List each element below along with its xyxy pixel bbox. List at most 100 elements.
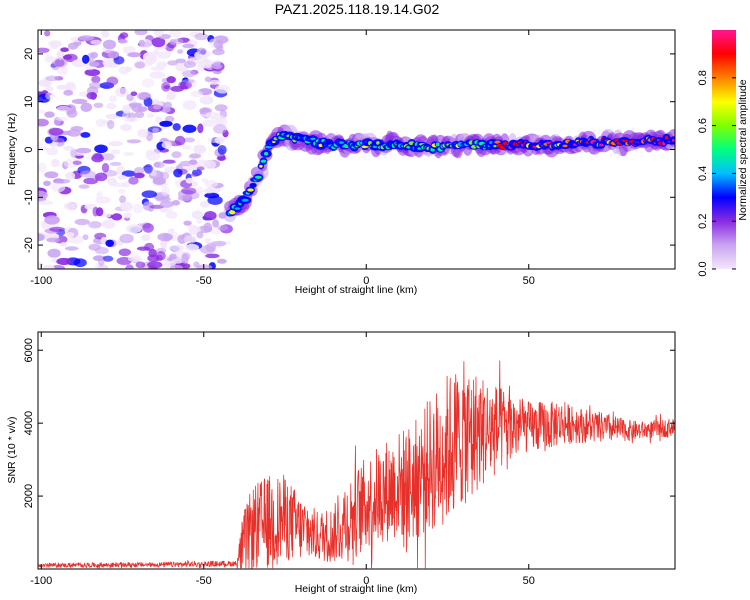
- noise-blob: [213, 39, 224, 50]
- noise-blob: [130, 91, 138, 96]
- noise-blob: [51, 158, 60, 168]
- noise-blob: [108, 95, 118, 103]
- noise-blob: [160, 239, 168, 249]
- noise-blob: [101, 162, 110, 173]
- noise-blob: [194, 32, 209, 41]
- noise-blob: [38, 118, 49, 127]
- noise-blob: [188, 159, 198, 165]
- colorbar-tick-label: 0.4: [697, 166, 709, 181]
- noise-blob: [182, 79, 195, 84]
- noise-blob: [181, 253, 189, 264]
- noise-blob: [215, 84, 230, 94]
- y-tick-label: 6000: [23, 338, 35, 362]
- noise-blob: [216, 155, 227, 161]
- ridge-core: [242, 198, 249, 202]
- noise-blob: [67, 42, 79, 50]
- noise-blob: [182, 124, 197, 133]
- noise-blob: [105, 113, 120, 120]
- noise-blob: [113, 56, 125, 65]
- noise-blob: [125, 264, 134, 269]
- noise-blob: [78, 35, 95, 41]
- noise-blob: [44, 30, 51, 37]
- noise-blob: [45, 92, 56, 100]
- noise-blob: [92, 206, 99, 217]
- noise-blob: [80, 132, 91, 138]
- x-tick-label: -50: [196, 575, 212, 587]
- noise-blob: [38, 262, 44, 268]
- y-tick-label: 20: [23, 48, 35, 60]
- noise-blob: [132, 203, 144, 214]
- noise-blob: [136, 92, 150, 101]
- noise-blob: [166, 91, 176, 100]
- noise-blob: [101, 219, 116, 229]
- y-tick-label: -20: [23, 237, 35, 253]
- noise-blob: [62, 54, 73, 60]
- noise-blob: [133, 167, 145, 175]
- noise-blob: [80, 102, 93, 113]
- noise-blob: [82, 54, 90, 64]
- noise-blob: [135, 261, 146, 269]
- noise-blob: [181, 187, 197, 195]
- noise-blob: [94, 246, 109, 255]
- y-tick-label: 10: [23, 96, 35, 108]
- noise-blob: [38, 47, 50, 53]
- snr-series-line: [38, 360, 675, 569]
- noise-blob: [217, 258, 227, 264]
- noise-blob: [211, 240, 227, 247]
- noise-blob: [183, 61, 196, 68]
- ridge-core: [264, 151, 269, 156]
- noise-blob: [149, 204, 165, 209]
- figure-title: PAZ1.2025.118.19.14.G02: [275, 1, 440, 17]
- noise-blob: [51, 182, 66, 193]
- noise-blob: [152, 127, 160, 133]
- noise-blob: [199, 95, 214, 105]
- ridge-core: [254, 175, 262, 179]
- ridge-core: [260, 159, 267, 163]
- colorbar-gradient: [712, 30, 736, 269]
- noise-blob: [70, 148, 78, 158]
- noise-blob: [128, 176, 139, 185]
- noise-blob: [204, 192, 220, 199]
- noise-blob: [45, 75, 60, 82]
- noise-blob: [38, 146, 49, 151]
- noise-blob: [47, 248, 61, 258]
- noise-blob: [154, 116, 163, 124]
- noise-blob: [100, 30, 110, 38]
- noise-blob: [148, 265, 157, 269]
- noise-blob: [82, 234, 89, 241]
- noise-blob: [117, 39, 128, 44]
- ridge-core: [562, 144, 568, 148]
- noise-blob: [131, 252, 140, 261]
- noise-blob: [121, 170, 136, 177]
- noise-blob: [56, 116, 68, 122]
- noise-blob: [66, 109, 78, 118]
- noise-blob: [168, 30, 182, 38]
- noise-blob: [208, 79, 221, 85]
- noise-blob: [63, 89, 74, 96]
- noise-blob: [74, 218, 90, 226]
- noise-blob: [109, 161, 122, 166]
- noise-blob: [190, 90, 203, 98]
- noise-blob: [93, 102, 104, 109]
- noise-blob: [110, 149, 121, 155]
- noise-blob: [161, 141, 173, 149]
- colorbar-label: Normalized spectral amplitude: [737, 79, 749, 220]
- noise-blob: [45, 86, 54, 92]
- noise-blob: [106, 76, 119, 86]
- ridge-core: [339, 141, 344, 144]
- noise-blob: [196, 264, 213, 269]
- noise-blob: [138, 39, 145, 47]
- y-tick-label: 2000: [23, 484, 35, 508]
- noise-blob: [43, 264, 55, 269]
- noise-blob: [212, 219, 220, 228]
- noise-blob: [171, 200, 181, 206]
- noise-blob: [169, 253, 177, 260]
- noise-blob: [185, 243, 200, 252]
- noise-blob: [111, 213, 123, 221]
- noise-blob: [166, 76, 176, 84]
- noise-blob: [171, 151, 182, 159]
- noise-blob: [183, 137, 196, 143]
- noise-blob: [151, 37, 166, 48]
- noise-blob: [63, 146, 74, 151]
